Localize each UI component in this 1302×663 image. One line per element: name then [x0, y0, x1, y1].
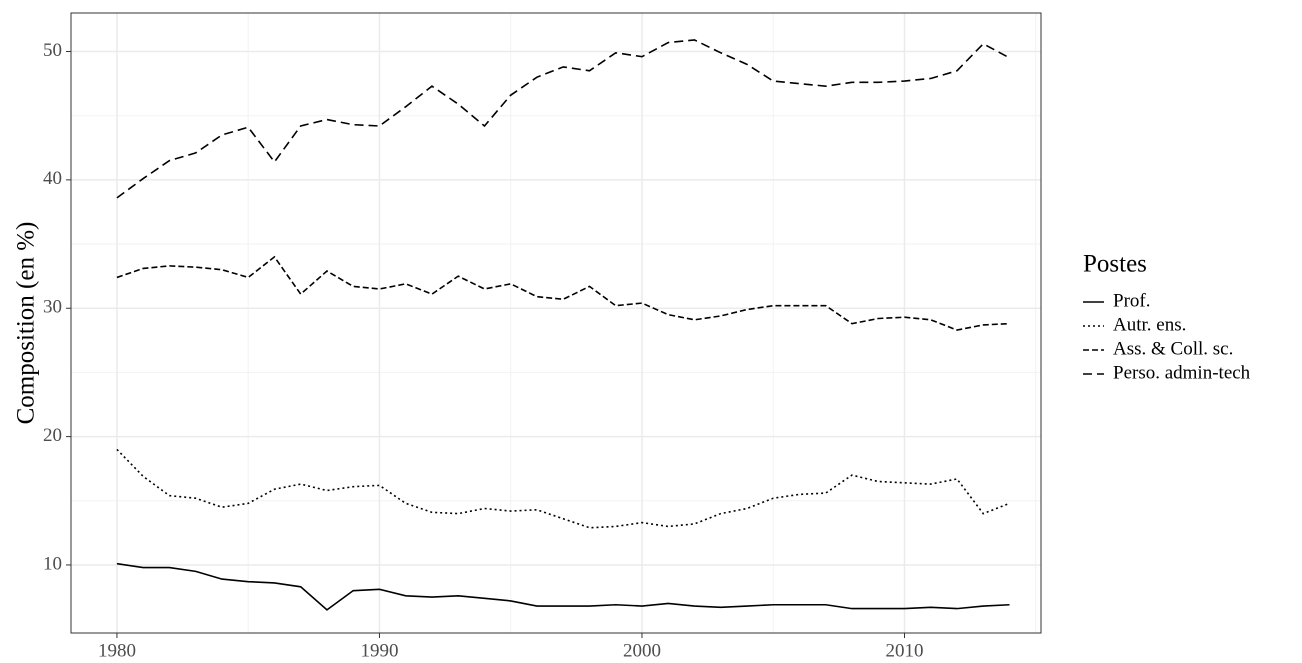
series-line [116, 39, 1010, 199]
legend-label: Perso. admin-tech [1113, 362, 1251, 383]
legend-label: Autr. ens. [1113, 314, 1186, 335]
x-tick-label: 2010 [885, 640, 923, 661]
y-tick-label: 10 [43, 553, 62, 574]
plot-border [70, 12, 1042, 634]
series-line [116, 562, 1010, 611]
y-tick-label: 50 [43, 40, 62, 61]
x-tick-label: 2000 [623, 640, 661, 661]
y-tick-label: 40 [43, 168, 62, 189]
x-tick-label: 1990 [360, 640, 398, 661]
series-line [116, 448, 1010, 529]
series-line [116, 255, 1010, 331]
y-axis-label: Composition (en %) [13, 222, 40, 425]
legend-label: Prof. [1113, 290, 1150, 311]
legend-title: Postes [1083, 251, 1147, 278]
y-tick-label: 20 [43, 425, 62, 446]
y-tick-label: 30 [43, 297, 62, 318]
legend-label: Ass. & Coll. sc. [1113, 338, 1233, 359]
x-tick-label: 1980 [98, 640, 136, 661]
